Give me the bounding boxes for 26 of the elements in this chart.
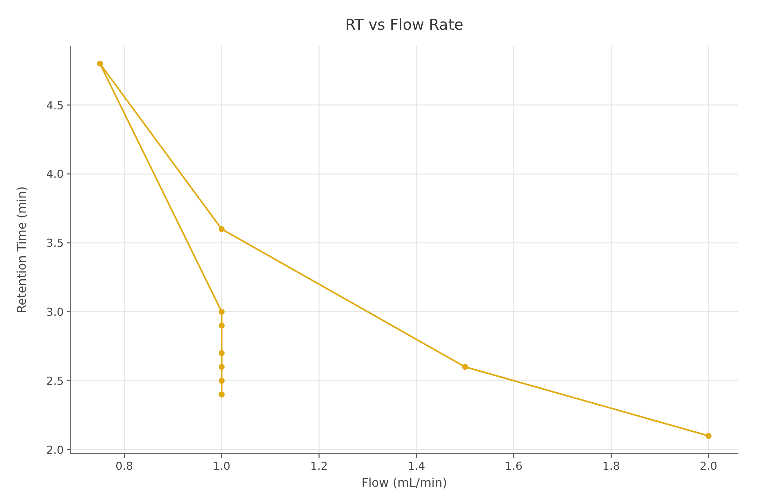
point bbox=[218, 350, 225, 356]
x-tick-label: 0.8 bbox=[116, 460, 134, 473]
y-tick-label: 2.5 bbox=[46, 374, 64, 388]
y-tick-label: 3.5 bbox=[46, 237, 64, 250]
chart-title: RT vs Flow Rate bbox=[345, 16, 464, 34]
x-tick-label: 1.2 bbox=[310, 460, 328, 473]
y-tick-label: 2.0 bbox=[46, 444, 64, 457]
point bbox=[218, 322, 225, 329]
point bbox=[218, 309, 225, 316]
x-tick-label: 1.0 bbox=[213, 460, 231, 473]
point bbox=[462, 364, 468, 370]
point bbox=[218, 364, 225, 370]
y-tick-label: 4.5 bbox=[46, 99, 64, 112]
point bbox=[97, 60, 104, 67]
point bbox=[218, 392, 225, 398]
point bbox=[218, 226, 225, 232]
x-axis-title: Flow (mL/min) bbox=[362, 476, 448, 490]
point bbox=[218, 378, 225, 384]
x-tick-label: 2.0 bbox=[700, 460, 718, 473]
y-tick-label: 4.0 bbox=[46, 168, 64, 182]
x-tick-label: 1.4 bbox=[408, 460, 426, 473]
point bbox=[706, 433, 712, 440]
x-tick-label: 1.6 bbox=[505, 460, 523, 473]
y-tick-label: 3.0 bbox=[46, 306, 64, 320]
x-tick-label: 1.8 bbox=[602, 460, 620, 473]
y-axis-title: Retention Time (min) bbox=[15, 186, 29, 314]
